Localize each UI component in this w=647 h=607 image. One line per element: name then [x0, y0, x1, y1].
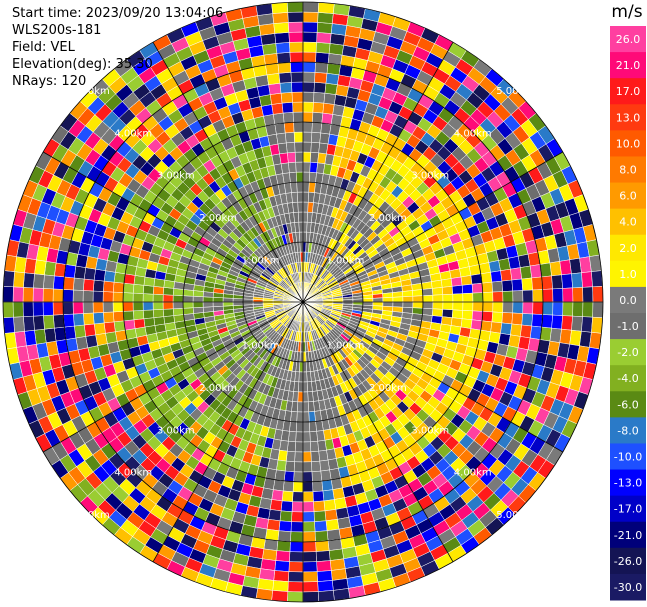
colorbar-tick-label: 4.0 [619, 216, 637, 229]
colorbar-tick-label: 26.0 [616, 33, 641, 46]
colorbar-tick-label: 8.0 [619, 164, 637, 177]
colorbar-tick-label: 6.0 [619, 190, 637, 203]
colorbar-tick-label: -13.0 [614, 477, 642, 490]
colorbar-tick-label: 13.0 [616, 111, 641, 124]
colorbar-tick-label: 17.0 [616, 85, 641, 98]
colorbar-tick-label: -8.0 [617, 424, 638, 437]
colorbar-tick-label: -17.0 [614, 503, 642, 516]
colorbar-tick-label: 0.0 [619, 294, 637, 307]
colorbar-tick-label: 10.0 [616, 137, 641, 150]
colorbar-tick-label: 1.0 [619, 268, 637, 281]
colorbar-tick-label: -30.0 [614, 581, 642, 594]
colorbar-tick-label: -10.0 [614, 451, 642, 464]
colorbar-tick-label: -4.0 [617, 372, 638, 385]
colorbar-tick-label: -1.0 [617, 320, 638, 333]
colorbar-tick-label: 21.0 [616, 59, 641, 72]
colorbar-tick-label: -6.0 [617, 398, 638, 411]
colorbar-tick-label: -21.0 [614, 529, 642, 542]
colorbar-tick-label: -2.0 [617, 346, 638, 359]
velocity-gates [2, 1, 604, 603]
colorbar-title: m/s [611, 2, 642, 22]
colorbar-tick-label: -26.0 [614, 555, 642, 568]
colorbar-tick-label: 2.0 [619, 242, 637, 255]
